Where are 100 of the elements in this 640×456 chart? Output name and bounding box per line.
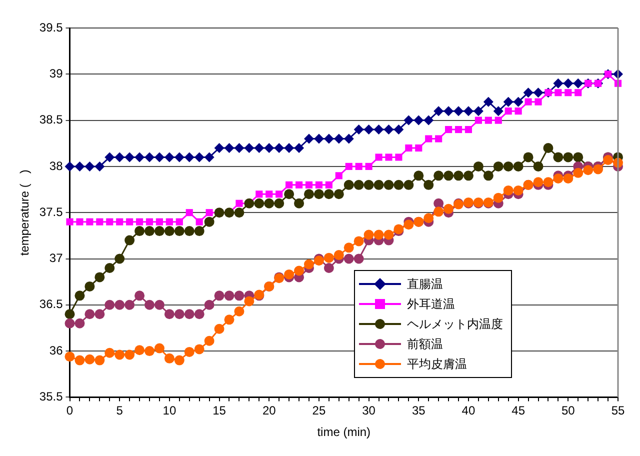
y-tick-label: 37 bbox=[49, 251, 64, 266]
point bbox=[325, 181, 332, 188]
point bbox=[144, 226, 154, 236]
point bbox=[414, 170, 424, 181]
point bbox=[365, 162, 372, 170]
point bbox=[74, 355, 85, 366]
point bbox=[236, 200, 243, 207]
point bbox=[384, 180, 394, 190]
point bbox=[154, 343, 164, 354]
point bbox=[194, 152, 204, 162]
point bbox=[405, 144, 412, 152]
point bbox=[154, 152, 164, 162]
point bbox=[345, 162, 352, 170]
point bbox=[474, 116, 482, 124]
point bbox=[583, 165, 594, 176]
point bbox=[196, 218, 203, 226]
point bbox=[184, 309, 194, 320]
point bbox=[445, 126, 452, 134]
legend-label: ヘルメット内温度 bbox=[407, 316, 503, 332]
point bbox=[454, 106, 464, 116]
point bbox=[425, 135, 432, 142]
point bbox=[284, 142, 294, 153]
point bbox=[164, 226, 174, 236]
point bbox=[224, 290, 234, 301]
point bbox=[264, 142, 274, 153]
point bbox=[224, 142, 234, 153]
point bbox=[543, 177, 554, 188]
point bbox=[334, 189, 344, 200]
point bbox=[503, 161, 514, 172]
point bbox=[384, 230, 394, 240]
y-tick-label: 38 bbox=[49, 158, 64, 173]
point bbox=[264, 198, 274, 208]
point bbox=[174, 226, 184, 236]
point bbox=[404, 220, 414, 230]
point bbox=[574, 89, 582, 96]
point bbox=[354, 254, 364, 264]
point bbox=[164, 152, 174, 162]
point bbox=[194, 309, 204, 320]
point bbox=[394, 124, 404, 135]
y-tick-label: 38.5 bbox=[39, 112, 64, 127]
point bbox=[184, 226, 194, 236]
point bbox=[244, 142, 254, 153]
point bbox=[74, 290, 85, 301]
x-tick-label: 35 bbox=[412, 404, 426, 418]
point bbox=[553, 152, 564, 162]
point bbox=[483, 170, 494, 181]
point bbox=[214, 142, 224, 153]
point bbox=[136, 218, 144, 226]
point bbox=[284, 189, 294, 200]
point bbox=[204, 216, 214, 227]
point bbox=[434, 170, 444, 181]
point bbox=[104, 152, 115, 162]
point bbox=[114, 300, 125, 310]
point bbox=[84, 281, 95, 292]
point bbox=[106, 218, 114, 226]
point bbox=[344, 242, 354, 253]
point bbox=[334, 134, 344, 144]
point bbox=[254, 142, 264, 153]
point bbox=[324, 189, 334, 200]
point bbox=[295, 181, 303, 188]
point bbox=[244, 296, 254, 306]
point bbox=[554, 89, 562, 96]
point bbox=[86, 218, 94, 226]
x-tick-label: 15 bbox=[212, 404, 226, 418]
point bbox=[354, 124, 364, 135]
point bbox=[124, 300, 135, 310]
y-tick-label: 35.5 bbox=[39, 390, 64, 404]
point bbox=[84, 309, 95, 320]
point bbox=[494, 116, 502, 124]
point bbox=[513, 96, 524, 107]
point bbox=[214, 290, 224, 301]
point bbox=[214, 324, 224, 334]
point bbox=[94, 161, 105, 172]
point bbox=[444, 170, 454, 181]
point bbox=[364, 180, 374, 190]
x-tick-label: 25 bbox=[312, 404, 326, 418]
point bbox=[324, 134, 334, 144]
point bbox=[154, 226, 164, 236]
point bbox=[84, 354, 95, 364]
point bbox=[354, 236, 364, 246]
point bbox=[364, 230, 374, 240]
point bbox=[146, 218, 154, 226]
x-tick-label: 5 bbox=[116, 404, 124, 418]
y-tick-label: 39 bbox=[49, 66, 64, 80]
point bbox=[294, 198, 304, 208]
point bbox=[434, 106, 444, 116]
point bbox=[294, 142, 304, 153]
point bbox=[434, 198, 444, 208]
point bbox=[94, 272, 105, 282]
y-tick-label: 36 bbox=[49, 343, 64, 358]
point bbox=[563, 152, 574, 162]
point bbox=[166, 218, 173, 226]
point bbox=[204, 300, 214, 310]
point bbox=[355, 162, 362, 170]
point bbox=[335, 172, 342, 180]
point bbox=[74, 318, 85, 328]
point bbox=[573, 152, 584, 162]
legend-label: 前額温 bbox=[407, 336, 443, 352]
point bbox=[573, 78, 584, 88]
point bbox=[64, 352, 75, 362]
